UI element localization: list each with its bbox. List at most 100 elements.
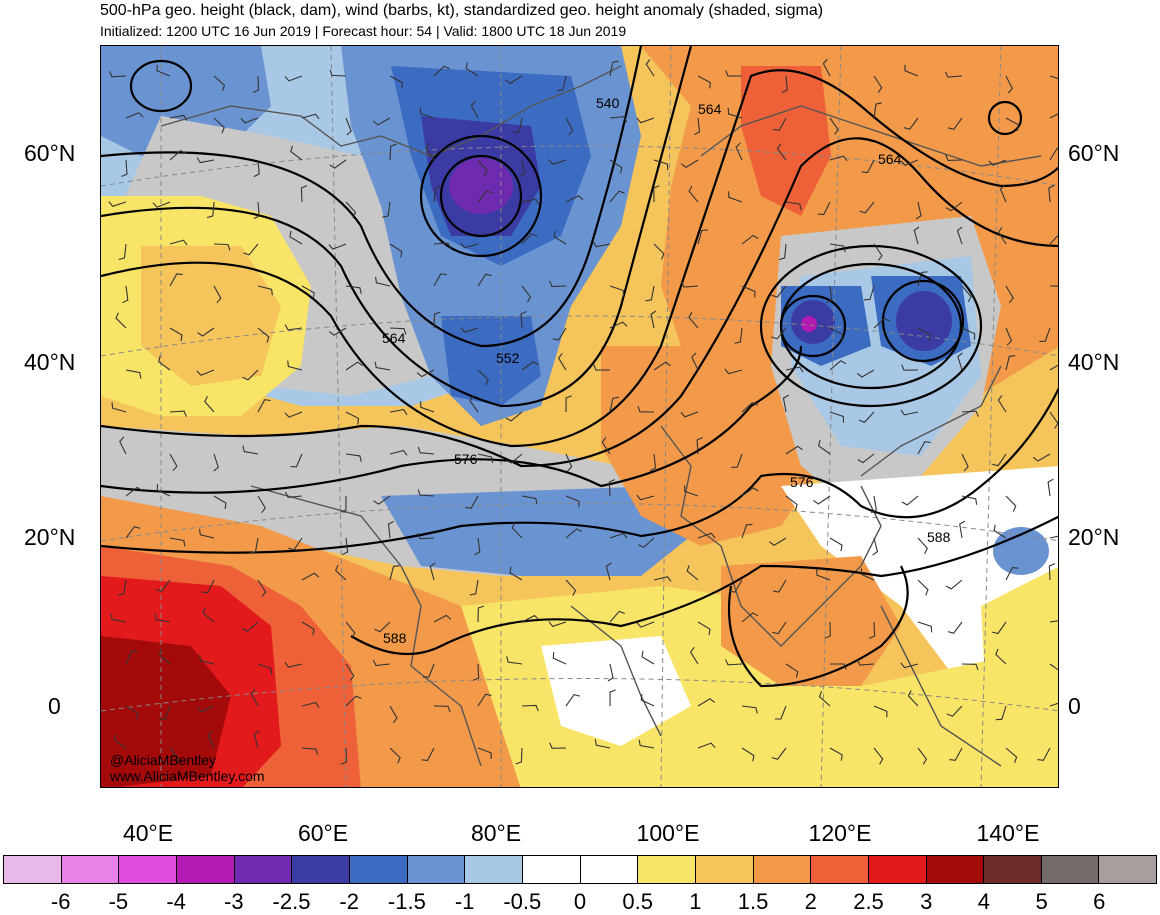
wind-barb (636, 494, 655, 501)
wind-barb (917, 747, 928, 765)
wind-barb (169, 239, 188, 246)
colorbar-swatch (465, 856, 523, 883)
contour-line (439, 154, 523, 238)
wind-barb (213, 453, 219, 472)
wind-barb (829, 327, 843, 341)
wind-barb (199, 654, 215, 665)
wind-barb (241, 621, 259, 632)
wind-barb (609, 532, 628, 539)
wind-barb (945, 201, 963, 212)
wind-barb (785, 366, 804, 373)
wind-barb (653, 243, 665, 260)
contour-line (350, 515, 1058, 656)
weather-map: 540 564 564 564 552 576 576 588 588 (101, 46, 1058, 787)
wind-barb (125, 369, 142, 379)
wind-barb (609, 396, 619, 413)
anomaly-shading (101, 46, 1058, 787)
wind-barb (816, 569, 831, 581)
wind-barb (1049, 147, 1058, 161)
anomaly-region (381, 486, 691, 576)
wind-barb (290, 453, 303, 468)
wind-barb (697, 229, 708, 245)
wind-barb (469, 579, 479, 596)
lat-label: 0 (48, 693, 61, 719)
wind-barb (640, 693, 655, 707)
wind-barb (257, 495, 266, 514)
wind-barb (477, 190, 493, 203)
wind-barb (653, 185, 660, 203)
wind-barb (565, 195, 584, 203)
wind-barb (829, 243, 846, 253)
wind-barb (609, 116, 628, 123)
colorbar-swatch (811, 856, 869, 883)
lat-label: 40°N (24, 349, 76, 375)
wind-barb (915, 201, 922, 220)
contour-labels: 540 564 564 564 552 576 576 588 588 (382, 95, 951, 646)
wind-barb (284, 411, 303, 418)
wind-barb (433, 65, 450, 77)
contour-line (987, 100, 1023, 136)
wind-barb (949, 747, 963, 761)
wind-barb (961, 663, 979, 671)
wind-barb (433, 185, 442, 203)
anomaly-region (141, 246, 281, 386)
wind-barb (771, 747, 787, 760)
wind-barb (947, 117, 963, 130)
wind-barb (213, 285, 222, 304)
wind-barb (1005, 327, 1013, 346)
wind-barb (774, 705, 787, 720)
wind-barb (125, 650, 138, 665)
wind-barb (947, 621, 963, 634)
wind-barb (917, 271, 928, 287)
wind-barb (645, 59, 655, 77)
wind-barb (342, 537, 349, 556)
wind-barb (548, 621, 567, 627)
anomaly-core (896, 291, 952, 351)
wind-barb (122, 285, 129, 304)
wind-barb (242, 445, 259, 455)
wind-barbs (108, 58, 1058, 765)
wind-barb (125, 112, 144, 119)
wind-barb (868, 621, 876, 639)
wind-barb (373, 495, 391, 505)
wind-barb (1037, 747, 1051, 761)
wind-barb (641, 650, 655, 665)
wind-barb (1049, 702, 1058, 707)
wind-barb (301, 285, 315, 299)
wind-barb (772, 579, 787, 593)
wind-barb (859, 201, 875, 214)
wind-barb (653, 159, 669, 171)
wind-barb (785, 445, 803, 455)
lon-label: 120°E (808, 820, 872, 846)
map-title: 500-hPa geo. height (black, dam), wind (… (100, 2, 824, 19)
wind-barb (781, 75, 788, 94)
wind-barb (125, 705, 139, 720)
wind-barb (636, 621, 655, 628)
wind-barb (601, 437, 611, 455)
wind-barb (818, 690, 831, 707)
colorbar-swatch (1041, 856, 1100, 883)
colorbar-swatch (695, 856, 754, 883)
wind-barb (284, 324, 303, 331)
wind-barb (301, 701, 320, 708)
anomaly-core (993, 527, 1049, 575)
wind-barb (433, 311, 441, 329)
wind-barb (961, 410, 979, 417)
wind-barb (691, 352, 699, 371)
wind-barb (460, 327, 479, 333)
wind-barb (741, 705, 758, 714)
wind-barb (345, 453, 362, 462)
wind-barb (109, 71, 127, 78)
contour-label: 576 (790, 474, 814, 490)
wind-barb (829, 747, 843, 761)
wind-barb (636, 117, 655, 124)
lat-label: 40°N (1068, 349, 1120, 375)
wind-barb (113, 734, 127, 749)
longitude-line (820, 46, 842, 787)
wind-barb (873, 102, 882, 119)
wind-barb (609, 689, 616, 707)
wind-barb (873, 75, 883, 93)
wind-barb (696, 436, 703, 455)
wind-barb (118, 243, 127, 261)
wind-barb (557, 75, 567, 92)
